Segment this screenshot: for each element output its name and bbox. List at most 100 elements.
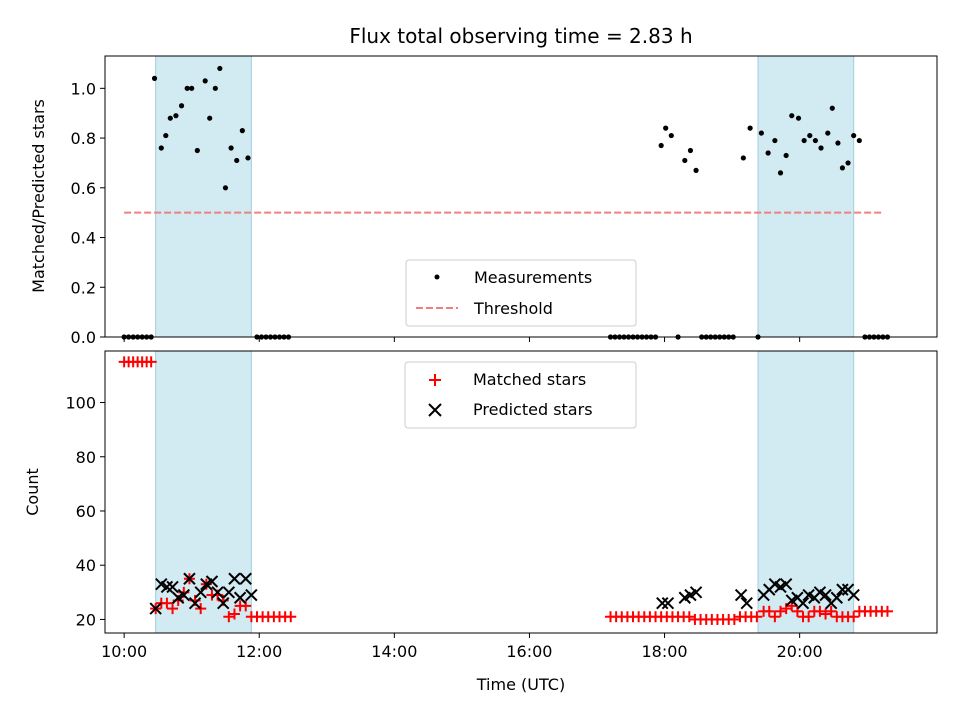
measurement-point <box>189 85 195 91</box>
predicted-point <box>239 572 252 585</box>
matched-point <box>763 605 775 617</box>
measurement-point <box>845 160 851 166</box>
measurement-point <box>245 155 251 161</box>
bottom-panel-frame <box>104 350 938 634</box>
matched-point <box>195 603 207 615</box>
top-y-axis-label: Matched/Predicted stars <box>29 99 48 293</box>
x-tick-label: 16:00 <box>506 642 552 661</box>
predicted-point <box>177 588 191 602</box>
predicted-point <box>194 586 207 599</box>
measurement-point <box>217 65 223 72</box>
predicted-point <box>734 588 748 602</box>
matched-point <box>683 611 695 623</box>
matched-point <box>728 613 740 625</box>
matched-point <box>161 597 173 609</box>
matched-point <box>145 356 157 368</box>
predicted-point <box>149 602 162 615</box>
legend-marker-matched <box>429 374 441 386</box>
measurement-point <box>807 132 813 139</box>
measurement-point <box>758 130 764 136</box>
measurement-point <box>167 115 173 121</box>
predicted-point <box>661 596 675 610</box>
measurement-point <box>789 113 795 119</box>
predicted-point <box>819 588 832 602</box>
measurement-point <box>234 157 240 164</box>
measurement-point <box>812 137 819 144</box>
x-tick-label: 20:00 <box>777 642 823 661</box>
y-tick-label: 0.4 <box>71 229 96 248</box>
predicted-point <box>847 588 860 602</box>
matched-point <box>228 608 240 620</box>
matched-point <box>167 603 179 615</box>
top-legend: Measurements Threshold <box>405 259 637 327</box>
predicted-point <box>217 596 230 610</box>
measurement-point <box>825 130 831 136</box>
legend-label-measurements: Measurements <box>474 268 592 287</box>
x-tick-label: 14:00 <box>371 642 417 661</box>
shaded-interval-1 <box>155 55 252 338</box>
shaded-interval-2 <box>757 55 855 338</box>
matched-point <box>881 605 893 617</box>
measurement-point <box>178 103 185 109</box>
predicted-point <box>740 596 753 610</box>
matched-point <box>769 611 781 623</box>
predicted-point <box>245 588 258 602</box>
measurement-point <box>682 157 688 164</box>
top-panel-frame <box>104 55 938 338</box>
y-tick-label: 0.8 <box>71 129 96 148</box>
predicted-point <box>205 575 219 588</box>
x-axis-label: Time (UTC) <box>476 675 565 694</box>
measurement-point <box>663 125 669 131</box>
y-tick-label: 80 <box>76 448 96 467</box>
predicted-point <box>779 577 793 591</box>
measurement-point <box>151 75 158 81</box>
measurement-point <box>687 147 694 154</box>
y-tick-label: 0.2 <box>71 278 96 297</box>
predicted-point <box>211 586 224 599</box>
y-tick-label: 20 <box>76 610 96 629</box>
x-tick-label: 18:00 <box>641 642 687 661</box>
matched-point <box>223 611 235 623</box>
measurement-point <box>740 155 746 161</box>
measurement-point <box>818 145 824 151</box>
measurement-point <box>693 167 699 173</box>
measurement-point <box>835 140 841 146</box>
predicted-point <box>233 591 247 604</box>
measurement-point <box>839 165 846 171</box>
legend-marker-predicted <box>428 403 442 417</box>
matched-point <box>775 605 787 617</box>
top-legend-box <box>405 259 637 327</box>
measurement-point <box>228 145 234 151</box>
measurement-point <box>801 137 807 144</box>
bottom-y-axis-label: Count <box>23 468 42 516</box>
matched-point <box>285 611 297 623</box>
bottom-legend: Matched stars Predicted stars <box>404 361 637 429</box>
predicted-point <box>222 586 236 599</box>
matched-point <box>820 608 832 620</box>
matched-point <box>814 605 826 617</box>
y-tick-label: 60 <box>76 502 96 521</box>
measurement-point <box>163 132 169 139</box>
x-tick-label: 10:00 <box>101 642 147 661</box>
measurement-point <box>668 132 674 139</box>
bottom-panel: 10:00 12:00 14:00 16:00 18:00 20:00 20 40 60 80 1… <box>23 350 938 694</box>
top-panel: 0.0 0.2 0.4 0.6 0.8 1.0 Matched/Predicted sta… <box>29 55 938 347</box>
measurement-point <box>829 105 835 111</box>
predicted-point <box>836 583 849 596</box>
measurement-point <box>194 147 200 154</box>
y-tick-label: 1.0 <box>71 79 96 98</box>
measurement-point <box>212 85 218 91</box>
measurement-point <box>772 137 778 144</box>
y-tick-label: 40 <box>76 556 96 575</box>
predicted-point <box>228 572 241 585</box>
matched-point <box>848 611 860 623</box>
legend-marker-measurements <box>434 274 440 280</box>
legend-label-threshold: Threshold <box>473 299 553 318</box>
shaded-interval-2 <box>757 350 855 634</box>
measurement-point <box>747 125 753 131</box>
predicted-point <box>160 580 174 594</box>
measurement-point <box>783 152 789 159</box>
y-tick-label: 0.6 <box>71 179 96 198</box>
matched-point <box>803 611 815 623</box>
